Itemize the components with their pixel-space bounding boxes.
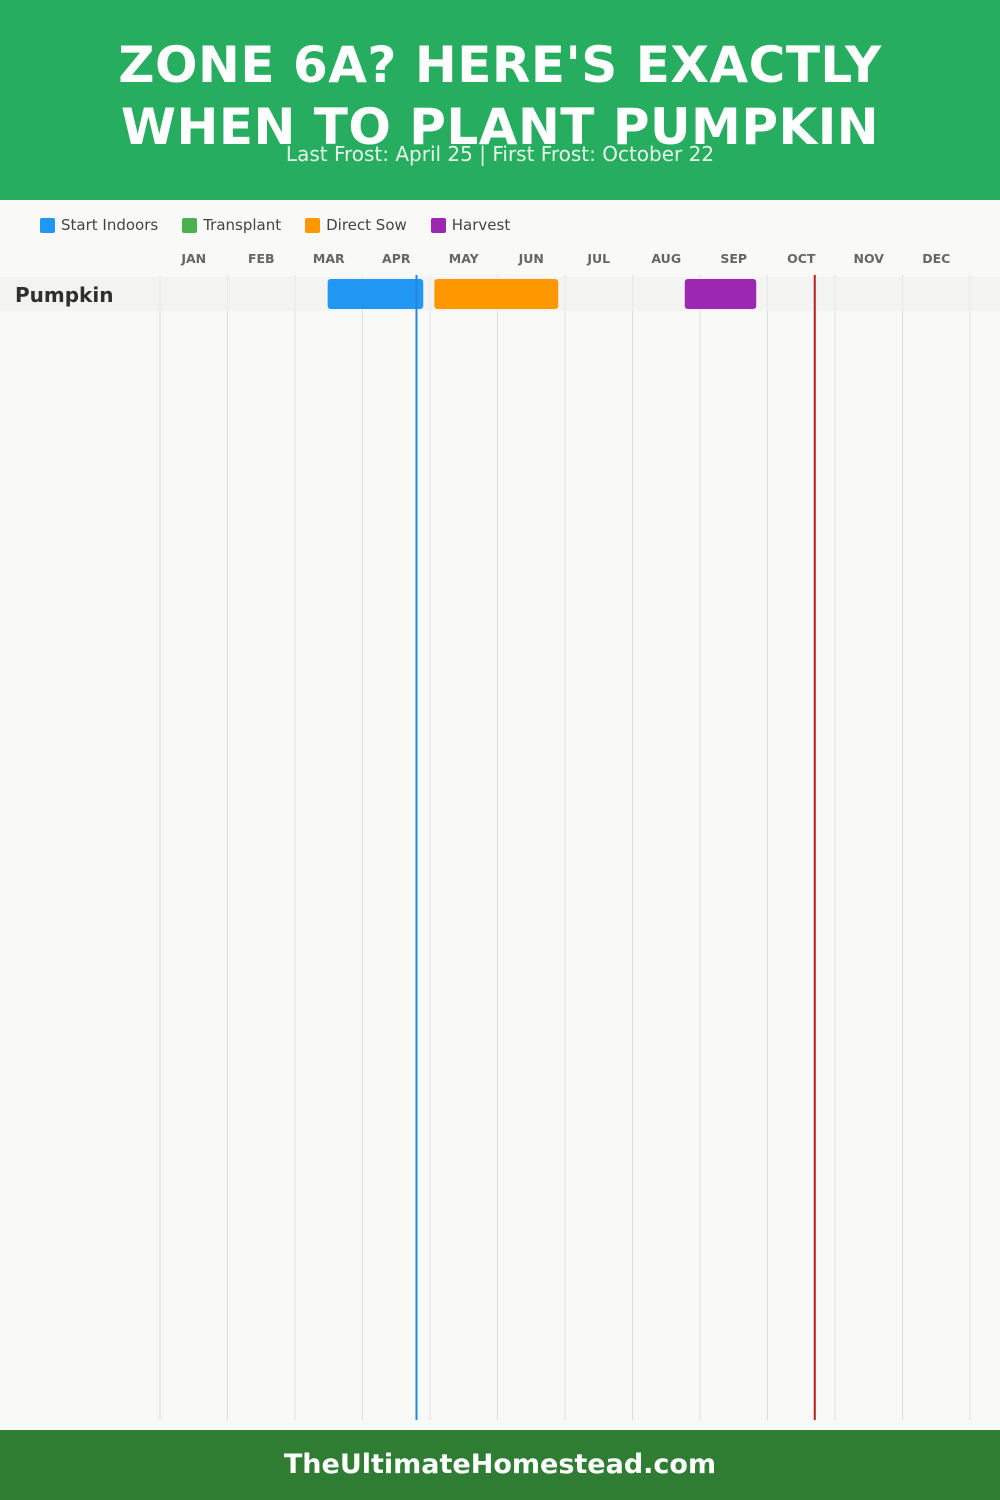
period-bar-direct-sow: [434, 279, 559, 309]
title-line-1: ZONE 6A? HERE'S EXACTLY: [118, 36, 882, 94]
month-label: JUL: [586, 251, 610, 266]
header-banner: ZONE 6A? HERE'S EXACTLY WHEN TO PLANT PU…: [0, 0, 1000, 200]
period-bar-start-indoors: [327, 279, 424, 309]
legend-item-direct-sow: Direct Sow: [305, 216, 407, 234]
legend-item-harvest: Harvest: [430, 216, 511, 234]
month-label: JUN: [518, 251, 544, 266]
legend-item-start-indoors: Start Indoors: [40, 216, 158, 234]
frost-dates-subtitle: Last Frost: April 25 | First Frost: Octo…: [285, 142, 715, 166]
month-label: APR: [382, 251, 411, 266]
crop-label: Pumpkin: [15, 283, 113, 307]
legend-label: Transplant: [203, 216, 282, 234]
month-label: MAY: [449, 251, 480, 266]
grid-lines: [159, 275, 971, 1420]
legend-swatch: [182, 217, 198, 233]
footer-website-link[interactable]: TheUltimateHomestead.com: [283, 1449, 717, 1480]
legend-swatch: [40, 217, 55, 233]
footer-banner: TheUltimateHomestead.com: [0, 1430, 1000, 1500]
month-label: AUG: [651, 251, 681, 266]
month-label: DEC: [922, 251, 950, 266]
legend-label: Direct Sow: [326, 216, 407, 234]
month-label: SEP: [720, 251, 747, 266]
period-bar-harvest: [684, 279, 757, 309]
month-label: FEB: [248, 251, 275, 266]
legend-swatch: [430, 217, 446, 233]
page-title: ZONE 6A? HERE'S EXACTLY WHEN TO PLANT PU…: [0, 34, 1000, 158]
legend-item-transplant: Transplant: [182, 216, 281, 234]
frost-markers: [415, 275, 816, 1420]
month-label: MAR: [313, 251, 345, 266]
month-label: NOV: [854, 251, 885, 266]
title-line-2: WHEN TO PLANT PUMPKIN: [120, 98, 880, 156]
month-label: OCT: [787, 251, 816, 266]
legend-label: Start Indoors: [61, 216, 159, 234]
legend-label: Harvest: [451, 216, 511, 234]
legend-swatch: [305, 217, 321, 233]
period-bars: [327, 279, 757, 309]
month-label: JAN: [180, 251, 206, 266]
legend: Start Indoors Transplant Direct Sow Harv…: [40, 214, 534, 236]
month-axis: JAN FEB MAR APR MAY JUN JUL AUG SEP OCT NOV DEC: [180, 251, 950, 266]
